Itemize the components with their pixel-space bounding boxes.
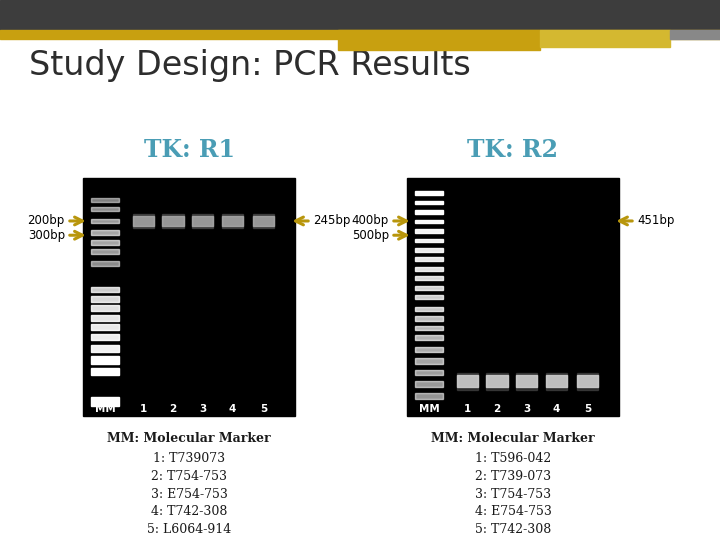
Text: 5: L6064-914: 5: L6064-914: [147, 523, 231, 536]
Bar: [0, 30, 720, 39]
Bar: [415, 370, 443, 375]
Bar: [577, 373, 598, 390]
Text: 4: 4: [553, 404, 560, 414]
Text: TK: R2: TK: R2: [467, 138, 559, 162]
Bar: [91, 325, 119, 330]
Bar: [415, 248, 443, 252]
Bar: [91, 397, 119, 406]
Bar: [456, 375, 478, 387]
Bar: [415, 276, 443, 280]
Text: 500bp: 500bp: [351, 229, 389, 242]
Text: 245bp: 245bp: [313, 214, 351, 227]
Text: 4: T742-308: 4: T742-308: [150, 505, 228, 518]
Text: MM: MM: [95, 404, 115, 414]
Bar: [516, 375, 537, 387]
Bar: [91, 287, 119, 292]
Bar: [91, 334, 119, 340]
Bar: [192, 214, 213, 228]
Bar: [222, 216, 243, 226]
Bar: [91, 356, 119, 363]
Text: 300bp: 300bp: [27, 229, 65, 242]
Bar: [415, 258, 443, 261]
Bar: [415, 326, 443, 330]
Bar: [415, 307, 443, 311]
Text: 4: 4: [229, 404, 236, 414]
Text: 400bp: 400bp: [351, 214, 389, 227]
Bar: [222, 214, 243, 228]
Text: TK: R1: TK: R1: [143, 138, 235, 162]
Text: Study Design: PCR Results: Study Design: PCR Results: [29, 49, 471, 82]
Bar: [415, 316, 443, 321]
Bar: [163, 216, 184, 226]
Bar: [415, 393, 443, 399]
Bar: [91, 240, 119, 245]
Text: 2: T754-753: 2: T754-753: [151, 470, 227, 483]
Bar: [91, 296, 119, 302]
Bar: [91, 368, 119, 375]
Bar: [487, 375, 508, 387]
Bar: [577, 375, 598, 387]
Text: 4: E754-753: 4: E754-753: [474, 505, 552, 518]
Bar: [415, 295, 443, 299]
Text: 200bp: 200bp: [27, 214, 65, 227]
Bar: [91, 346, 119, 352]
Text: 5: T742-308: 5: T742-308: [475, 523, 551, 536]
Bar: [415, 191, 443, 195]
Bar: [0, 0, 720, 30]
Text: 3: E754-753: 3: E754-753: [150, 488, 228, 501]
Bar: [415, 347, 443, 352]
Bar: [91, 249, 119, 254]
Text: 1: 1: [464, 404, 471, 414]
Bar: [546, 373, 567, 390]
Bar: [91, 231, 119, 235]
Bar: [132, 216, 154, 226]
Bar: [516, 373, 537, 390]
Bar: [487, 373, 508, 390]
Bar: [415, 359, 443, 363]
Bar: [91, 315, 119, 321]
Bar: [91, 261, 119, 266]
Text: 1: 1: [140, 404, 147, 414]
Text: MM: Molecular Marker: MM: Molecular Marker: [107, 432, 271, 445]
Bar: [253, 214, 274, 228]
Bar: [83, 178, 295, 416]
Text: 1: T596-042: 1: T596-042: [475, 452, 551, 465]
Bar: [415, 220, 443, 224]
Text: 1: T739073: 1: T739073: [153, 452, 225, 465]
Text: 2: 2: [493, 404, 500, 414]
Bar: [456, 373, 478, 390]
Bar: [91, 207, 119, 212]
Bar: [415, 335, 443, 340]
Text: 2: 2: [169, 404, 176, 414]
Text: 451bp: 451bp: [637, 214, 675, 227]
Text: 3: 3: [199, 404, 207, 414]
Bar: [253, 216, 274, 226]
Text: 2: T739-073: 2: T739-073: [475, 470, 551, 483]
Bar: [91, 219, 119, 224]
Bar: [407, 178, 619, 416]
Bar: [91, 198, 119, 202]
Bar: [415, 201, 443, 204]
Text: 3: 3: [523, 404, 531, 414]
Text: 5: 5: [260, 404, 267, 414]
Bar: [415, 229, 443, 233]
Text: 3: T754-753: 3: T754-753: [475, 488, 551, 501]
Bar: [415, 381, 443, 387]
Bar: [415, 239, 443, 242]
Bar: [670, 30, 720, 39]
Bar: [415, 210, 443, 214]
Bar: [163, 214, 184, 228]
Text: MM: Molecular Marker: MM: Molecular Marker: [431, 432, 595, 445]
Bar: [415, 286, 443, 290]
Bar: [91, 305, 119, 311]
Bar: [540, 30, 670, 47]
Text: 5: 5: [584, 404, 591, 414]
Bar: [338, 30, 540, 50]
Bar: [546, 375, 567, 387]
Bar: [192, 216, 213, 226]
Bar: [132, 214, 154, 228]
Bar: [415, 267, 443, 271]
Text: MM: MM: [419, 404, 439, 414]
